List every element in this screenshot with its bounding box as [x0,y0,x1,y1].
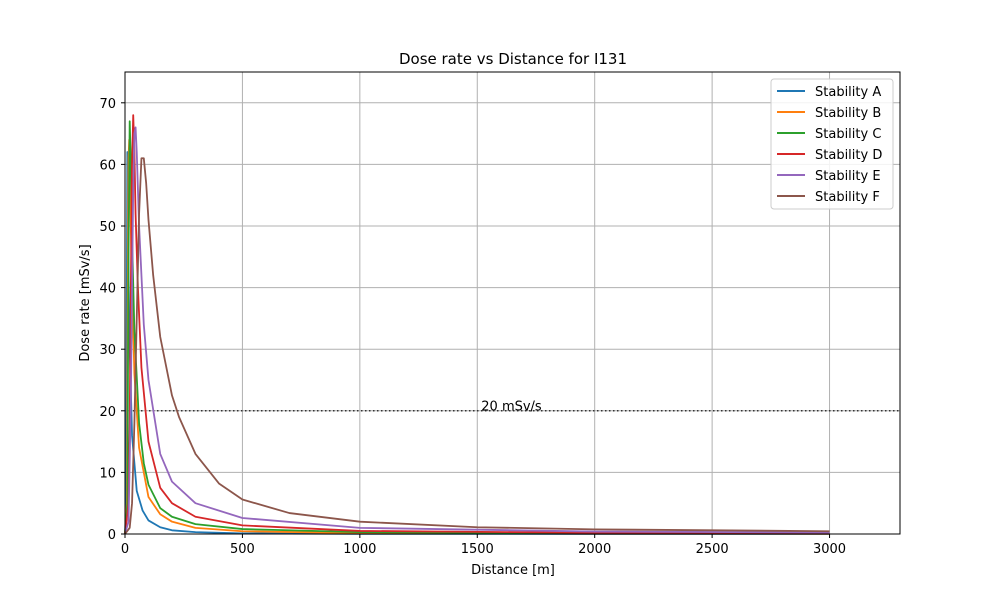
series-lines [124,114,830,535]
legend: Stability A Stability B Stability C Stabili… [770,78,894,210]
y-tick-label: 0 [108,528,116,543]
series-line-1 [124,151,830,535]
series-line-3 [124,120,830,535]
x-tick-label: 1000 [343,542,376,557]
legend-label: Stability C [815,127,881,142]
x-tick-label: 0 [121,542,129,557]
x-tick-label: 2000 [578,542,611,557]
x-axis-label: Distance [m] [471,563,555,578]
series-line-5 [124,126,830,535]
y-axis-ticks: 0 10 20 30 40 50 60 70 [99,97,125,543]
x-axis-ticks: 0 500 1000 1500 2000 2500 3000 [121,534,846,557]
x-tick-label: 3000 [813,542,846,557]
legend-label: Stability D [815,148,882,163]
y-axis-label: Dose rate [mSv/s] [78,244,93,361]
legend-label: Stability E [815,169,881,184]
series-line-4 [124,114,830,535]
y-tick-label: 20 [99,405,116,420]
legend-label: Stability B [815,106,881,121]
reference-line-group: 20 mSv/s [125,399,900,414]
reference-line-label: 20 mSv/s [481,399,542,414]
y-tick-label: 70 [99,97,116,112]
series-line-6 [124,157,830,535]
y-tick-label: 40 [99,282,116,297]
x-tick-label: 1500 [461,542,494,557]
x-tick-label: 500 [230,542,255,557]
legend-label: Stability F [815,190,880,205]
legend-label: Stability A [815,85,881,100]
y-tick-label: 60 [99,158,116,173]
y-tick-label: 50 [99,220,116,235]
x-tick-label: 2500 [696,542,729,557]
y-tick-label: 30 [99,343,116,358]
chart-title: Dose rate vs Distance for I131 [399,50,627,68]
y-tick-label: 10 [99,466,116,481]
plot-frame [124,71,901,535]
